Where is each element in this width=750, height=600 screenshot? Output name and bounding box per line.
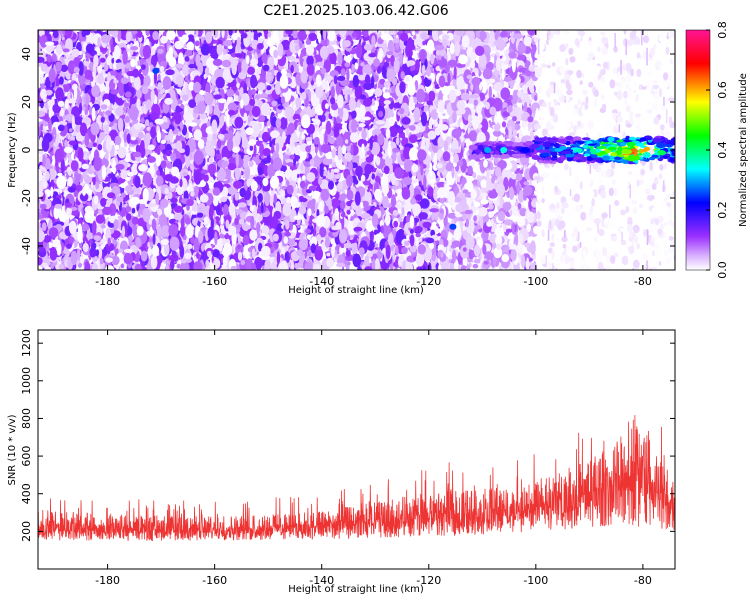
spectrogram-cell <box>418 236 423 243</box>
spectrogram-cell <box>351 242 359 255</box>
spectrogram-cell <box>331 162 336 168</box>
spectrogram-cell <box>55 44 63 56</box>
spectrogram-cell <box>184 30 194 35</box>
chart-title: C2E1.2025.103.06.42.G06 <box>263 3 448 19</box>
spectrogram-cell <box>392 209 399 216</box>
spectrogram-marks <box>38 30 675 270</box>
spectrogram-cell <box>81 223 90 231</box>
spectrogram-cell <box>184 217 192 225</box>
